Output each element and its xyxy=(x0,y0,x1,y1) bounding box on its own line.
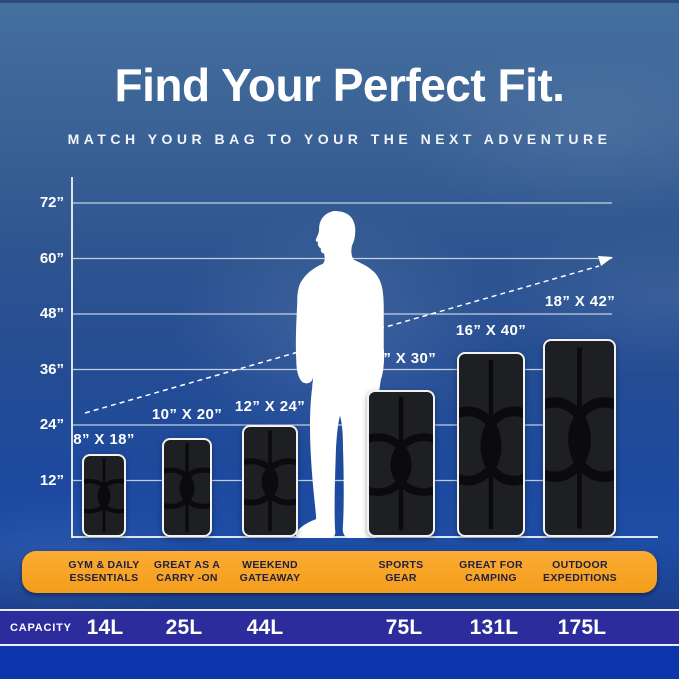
bag-size-label-5: 16” X 40” xyxy=(455,322,527,339)
ytick-24in: 24” xyxy=(39,416,64,433)
top-border-line xyxy=(0,0,679,3)
capacity-value-6: 175L xyxy=(557,615,607,639)
bag-size-label-2: 10” X 20” xyxy=(151,406,223,423)
duffel-bag-5 xyxy=(457,352,525,537)
duffel-bag-3 xyxy=(242,425,298,537)
trend-arrow xyxy=(84,256,613,414)
use-case-carry-on: GREAT AS A CARRY -ON xyxy=(153,558,221,584)
capacity-value-5: 131L xyxy=(469,615,519,639)
use-case-banner: GYM & DAILY ESSENTIALS GREAT AS A CARRY … xyxy=(22,551,657,593)
capacity-value-4: 75L xyxy=(385,615,423,639)
use-case-camping: GREAT FOR CAMPING xyxy=(459,558,523,584)
ytick-48in: 48” xyxy=(39,305,64,322)
page-subtitle: MATCH YOUR BAG TO YOUR THE NEXT ADVENTUR… xyxy=(67,131,612,147)
capacity-value-3: 44L xyxy=(246,615,284,639)
bag-size-label-4: 14” X 30” xyxy=(365,350,437,367)
use-case-outdoor: OUTDOOR EXPEDITIONS xyxy=(543,558,617,584)
ytick-36in: 36” xyxy=(39,360,64,378)
capacity-value-1: 14L xyxy=(86,615,124,639)
use-case-sports: SPORTS GEAR xyxy=(378,558,424,584)
capacity-row-label: CAPACITY xyxy=(10,621,72,634)
duffel-bag-2 xyxy=(162,438,212,537)
page-title: Find Your Perfect Fit. xyxy=(114,59,565,111)
ytick-72in: 72” xyxy=(39,194,64,211)
bag-size-label-3: 12” X 24” xyxy=(234,398,306,415)
bag-size-label-6: 18” X 42” xyxy=(544,293,616,310)
capacity-value-2: 25L xyxy=(165,615,203,639)
duffel-bag-4 xyxy=(367,390,435,537)
use-case-gym: GYM & DAILY ESSENTIALS xyxy=(68,558,140,584)
ytick-60in: 60” xyxy=(39,249,64,267)
ytick-12in: 12” xyxy=(39,471,64,489)
use-case-weekend: WEEKEND GATEAWAY xyxy=(239,558,301,584)
human-silhouette xyxy=(295,210,385,539)
duffel-bag-6 xyxy=(543,339,616,537)
duffel-bag-1 xyxy=(82,454,126,537)
bag-size-label-1: 8” X 18” xyxy=(73,431,135,448)
capacity-strip: CAPACITY 14L 25L 44L 75L 131L 175L xyxy=(0,609,679,646)
